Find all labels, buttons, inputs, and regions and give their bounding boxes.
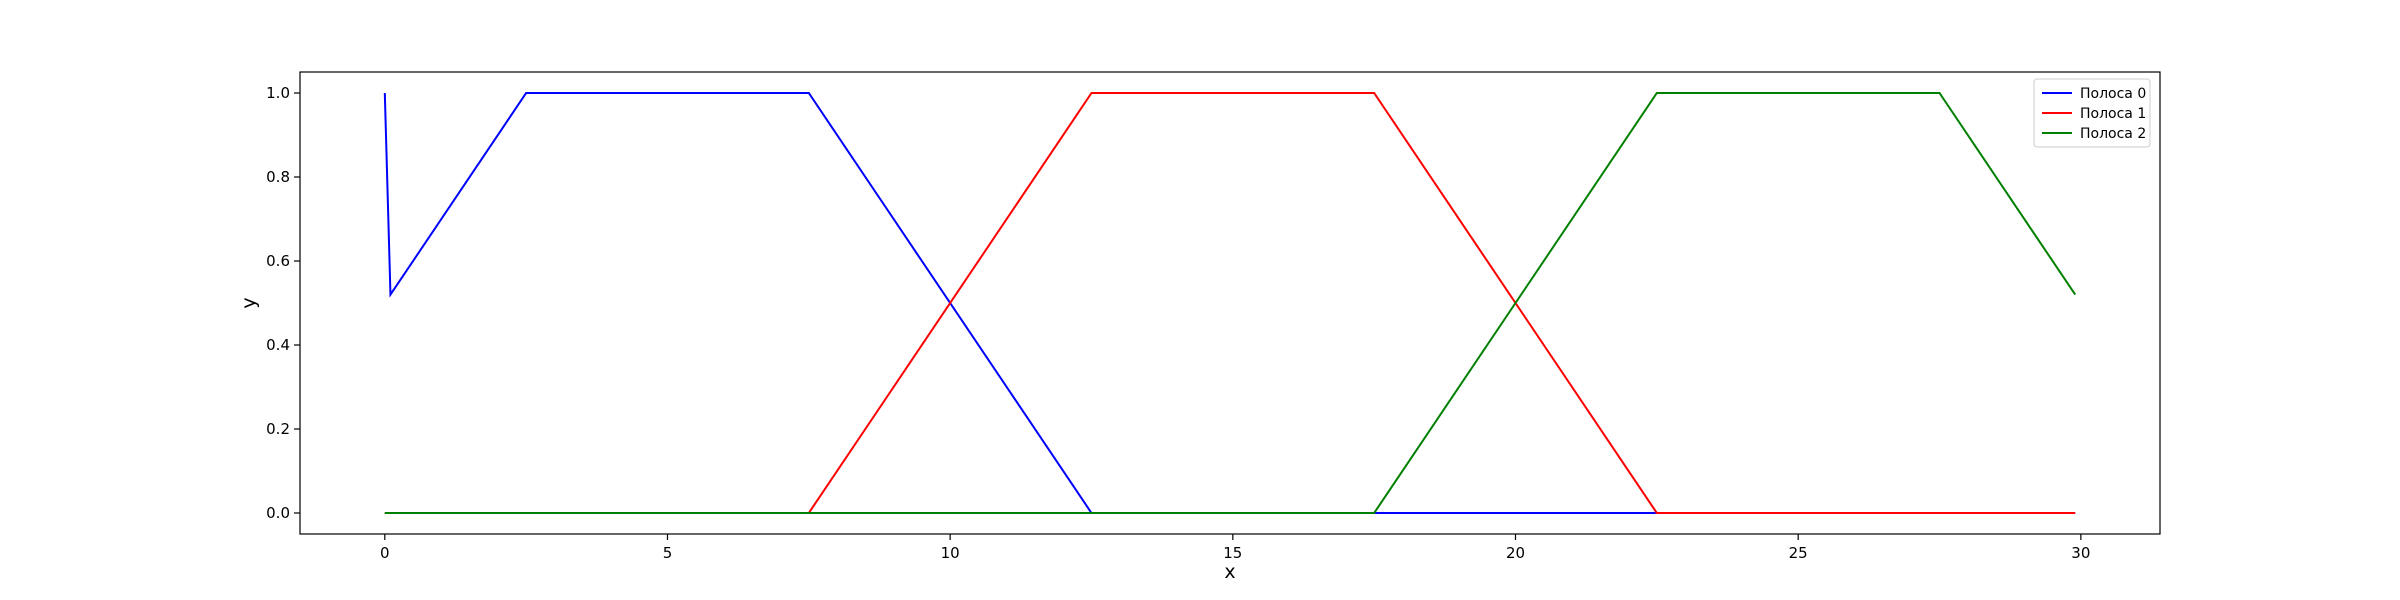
x-tick-label: 30 xyxy=(2071,544,2090,562)
x-tick-label: 5 xyxy=(663,544,673,562)
y-tick-label: 0.2 xyxy=(266,420,290,438)
y-tick-label: 1.0 xyxy=(266,84,290,102)
x-axis: 0 5 10 15 20 25 30 xyxy=(380,534,2090,562)
y-tick-label: 0.6 xyxy=(266,252,290,270)
legend-entry: Полоса 1 xyxy=(2080,106,2146,122)
x-axis-label: x xyxy=(1224,561,1235,583)
plot-lines xyxy=(383,92,2077,514)
x-tick-label: 20 xyxy=(1506,544,1525,562)
legend-entry: Полоса 2 xyxy=(2080,126,2146,142)
series-line-2 xyxy=(384,92,2077,514)
y-tick-label: 0.0 xyxy=(266,504,290,522)
legend: Полоса 0 Полоса 1 Полоса 2 xyxy=(2033,78,2151,148)
series-line-1 xyxy=(384,92,2076,514)
legend-box xyxy=(2033,78,2151,148)
x-tick-label: 25 xyxy=(1789,544,1808,562)
x-tick-label: 0 xyxy=(380,544,390,562)
y-axis: 0.0 0.2 0.4 0.6 0.8 1.0 xyxy=(266,84,300,522)
legend-entry: Полоса 0 xyxy=(2080,86,2146,102)
y-tick-label: 0.8 xyxy=(266,168,290,186)
x-tick-label: 15 xyxy=(1223,544,1242,562)
series-line-0 xyxy=(383,92,2076,514)
y-tick-label: 0.4 xyxy=(266,336,290,354)
plot-frame xyxy=(299,71,2161,535)
x-tick-label: 10 xyxy=(941,544,960,562)
y-axis-label: y xyxy=(238,297,260,308)
